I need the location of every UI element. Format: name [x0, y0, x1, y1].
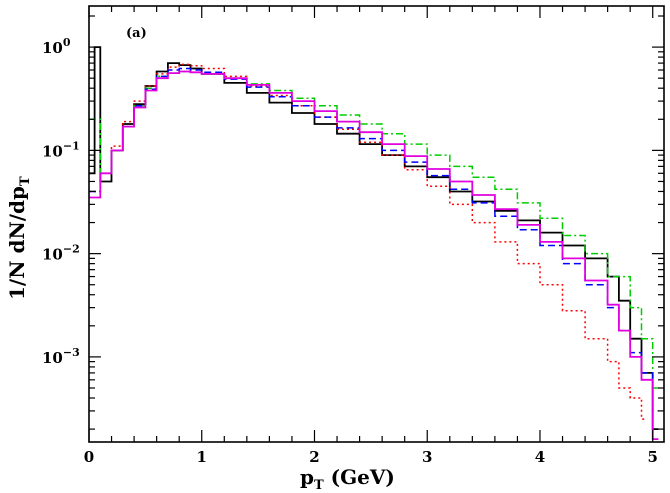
x-axis-label-unit: (GeV) — [324, 465, 395, 489]
series-line-5 — [89, 70, 659, 440]
series-line-4 — [89, 67, 659, 412]
x-tick-label: 1 — [197, 448, 207, 466]
x-tick-label: 3 — [422, 448, 432, 466]
y-axis-label-sub: T — [18, 176, 33, 186]
y-tick-label: 100 — [42, 36, 71, 57]
y-tick-label: 10−2 — [42, 243, 80, 264]
x-tick-label: 2 — [309, 448, 319, 466]
x-axis-label-sub: T — [314, 478, 324, 493]
series-layer — [89, 46, 659, 440]
y-axis-label: 1/N dN/dpT — [5, 176, 33, 300]
y-tick-label: 10−3 — [42, 346, 80, 367]
tick-label-layer: 0 1 2 3 4 5 100 10−1 10−2 10−3 — [42, 36, 658, 466]
x-axis-label: pT (GeV) — [300, 465, 395, 493]
x-axis-label-main: p — [300, 465, 314, 489]
y-tick-label: 10−1 — [42, 139, 80, 160]
y-axis-label-main: 1/N dN/dp — [5, 186, 29, 300]
x-tick-label: 5 — [648, 448, 658, 466]
plot-frame — [88, 5, 665, 443]
tick-layer — [88, 6, 664, 442]
series-line-1 — [89, 46, 659, 430]
x-tick-label: 4 — [535, 448, 545, 466]
series-line-3 — [89, 70, 659, 389]
x-tick-label: 0 — [84, 448, 94, 466]
panel-label: (a) — [126, 26, 147, 41]
